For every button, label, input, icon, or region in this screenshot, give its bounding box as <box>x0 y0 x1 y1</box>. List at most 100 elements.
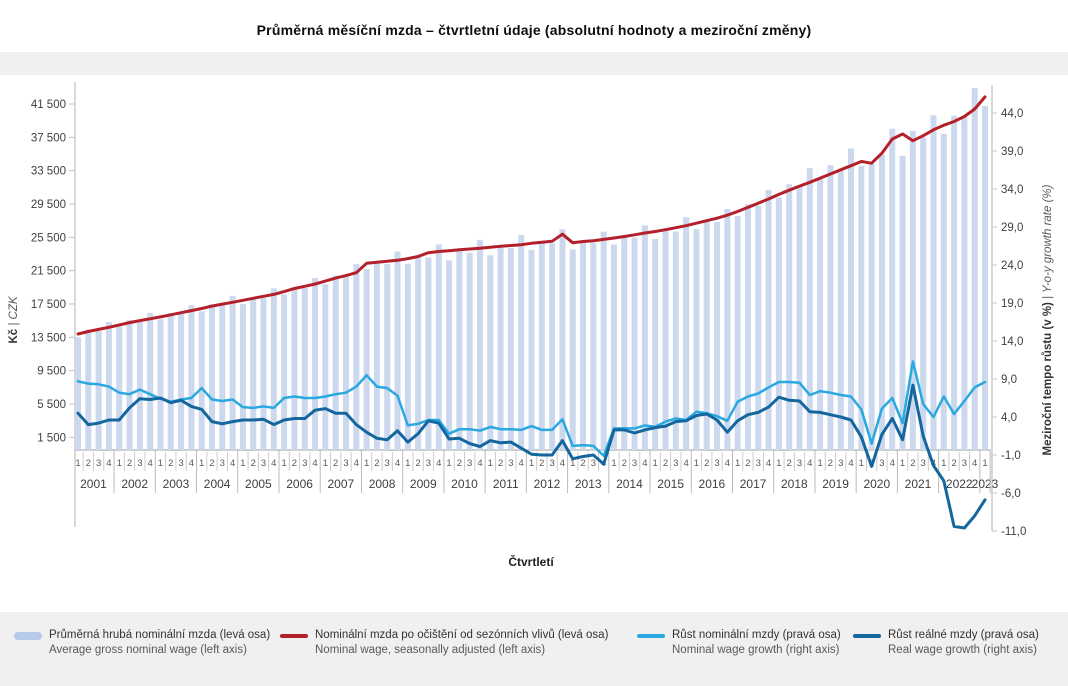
svg-text:2: 2 <box>539 458 544 469</box>
svg-text:1: 1 <box>611 458 616 469</box>
svg-text:29,0: 29,0 <box>1001 222 1023 234</box>
svg-text:29 500: 29 500 <box>31 199 66 211</box>
right-axis-title: Meziroční tempo růstu (v %) | Y-o-y grow… <box>1042 184 1054 455</box>
legend-item-nominal-growth: Růst nominální mzdy (pravá osa) Nominal … <box>637 628 841 658</box>
svg-text:1: 1 <box>364 458 369 469</box>
svg-text:3: 3 <box>467 458 472 469</box>
legend-label-en: Real wage growth (right axis) <box>888 644 1037 656</box>
svg-text:2010: 2010 <box>451 477 478 491</box>
svg-text:2: 2 <box>292 458 297 469</box>
legend-label-en: Average gross nominal wage (left axis) <box>49 644 247 656</box>
svg-text:3: 3 <box>921 458 926 469</box>
svg-text:4: 4 <box>766 458 771 469</box>
svg-text:4: 4 <box>271 458 276 469</box>
svg-text:2: 2 <box>951 458 956 469</box>
svg-text:1 500: 1 500 <box>37 432 66 444</box>
svg-text:2: 2 <box>787 458 792 469</box>
svg-text:4: 4 <box>848 458 853 469</box>
svg-text:3: 3 <box>426 458 431 469</box>
page-title: Průměrná měsíční mzda – čtvrtletní údaje… <box>256 22 812 38</box>
svg-text:2018: 2018 <box>781 477 808 491</box>
bar-swatch <box>14 632 42 640</box>
svg-text:-11,0: -11,0 <box>1001 526 1026 538</box>
svg-text:2: 2 <box>580 458 585 469</box>
svg-text:1: 1 <box>240 458 245 469</box>
svg-text:3: 3 <box>96 458 101 469</box>
svg-text:1: 1 <box>199 458 204 469</box>
svg-text:4: 4 <box>354 458 359 469</box>
svg-text:4: 4 <box>725 458 730 469</box>
svg-text:2011: 2011 <box>493 477 519 491</box>
svg-text:2023: 2023 <box>972 477 999 491</box>
svg-text:21 500: 21 500 <box>31 266 66 278</box>
svg-text:9 500: 9 500 <box>37 366 66 378</box>
svg-text:2: 2 <box>828 458 833 469</box>
svg-text:2: 2 <box>745 458 750 469</box>
svg-text:1: 1 <box>488 458 493 469</box>
svg-text:2: 2 <box>622 458 627 469</box>
svg-text:1: 1 <box>776 458 781 469</box>
svg-text:2: 2 <box>910 458 915 469</box>
svg-text:3: 3 <box>137 458 142 469</box>
svg-text:4: 4 <box>972 458 977 469</box>
svg-text:1: 1 <box>323 458 328 469</box>
svg-text:4: 4 <box>807 458 812 469</box>
legend-label-cz: Růst nominální mzdy (pravá osa) <box>672 629 841 641</box>
svg-text:1: 1 <box>405 458 410 469</box>
svg-text:3: 3 <box>220 458 225 469</box>
svg-text:2: 2 <box>168 458 173 469</box>
svg-text:41 500: 41 500 <box>31 99 66 111</box>
legend-label-en: Nominal wage, seasonally adjusted (left … <box>315 644 546 656</box>
svg-text:1: 1 <box>982 458 987 469</box>
svg-text:4: 4 <box>230 458 235 469</box>
svg-text:3: 3 <box>302 458 307 469</box>
svg-text:34,0: 34,0 <box>1001 184 1023 196</box>
svg-text:2020: 2020 <box>863 477 890 491</box>
line-real-growth <box>76 383 987 530</box>
svg-text:39,0: 39,0 <box>1001 146 1023 158</box>
svg-text:4: 4 <box>477 458 482 469</box>
svg-text:2019: 2019 <box>822 477 849 491</box>
svg-text:3: 3 <box>385 458 390 469</box>
svg-text:3: 3 <box>632 458 637 469</box>
svg-text:-6,0: -6,0 <box>1001 488 1021 500</box>
svg-text:1: 1 <box>694 458 699 469</box>
legend-item-nominal-wage: Průměrná hrubá nominální mzda (levá osa)… <box>14 628 270 658</box>
svg-text:2: 2 <box>704 458 709 469</box>
svg-text:4: 4 <box>560 458 565 469</box>
svg-text:17 500: 17 500 <box>31 299 66 311</box>
svg-text:1: 1 <box>900 458 905 469</box>
svg-text:4: 4 <box>683 458 688 469</box>
line-swatch <box>280 634 308 638</box>
svg-text:1: 1 <box>653 458 658 469</box>
svg-text:4: 4 <box>106 458 111 469</box>
svg-text:25 500: 25 500 <box>31 232 66 244</box>
legend-item-seasonally-adjusted: Nominální mzda po očištění od sezónních … <box>280 628 608 658</box>
svg-text:4: 4 <box>642 458 647 469</box>
svg-text:4: 4 <box>312 458 317 469</box>
left-axis-ticks: 41 500 37 500 33 500 29 500 25 500 21 500 17 5… <box>31 99 75 444</box>
svg-text:1: 1 <box>570 458 575 469</box>
svg-text:2: 2 <box>127 458 132 469</box>
svg-text:3: 3 <box>962 458 967 469</box>
bars-average-nominal-wage <box>75 88 989 451</box>
svg-text:1: 1 <box>281 458 286 469</box>
svg-text:2: 2 <box>251 458 256 469</box>
line-swatch <box>637 634 665 638</box>
legend: Průměrná hrubá nominální mzda (levá osa)… <box>0 612 1068 686</box>
svg-text:2012: 2012 <box>534 477 561 491</box>
title-separator-band <box>0 52 1068 75</box>
legend-label-en: Nominal wage growth (right axis) <box>672 644 840 656</box>
svg-text:1: 1 <box>158 458 163 469</box>
left-axis-title: Kč | CZK <box>8 295 20 343</box>
svg-text:3: 3 <box>261 458 266 469</box>
svg-text:2021: 2021 <box>905 477 932 491</box>
svg-text:3: 3 <box>549 458 554 469</box>
line-seasonally-adjusted <box>76 95 987 336</box>
svg-text:1: 1 <box>859 458 864 469</box>
svg-text:2003: 2003 <box>163 477 190 491</box>
svg-text:2009: 2009 <box>410 477 437 491</box>
svg-text:2013: 2013 <box>575 477 602 491</box>
